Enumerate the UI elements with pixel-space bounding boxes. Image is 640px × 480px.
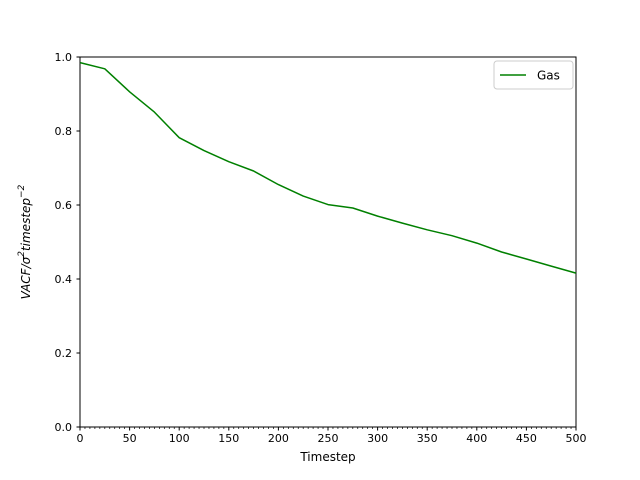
x-minor-ticks bbox=[84, 427, 572, 429]
x-tick-label: 400 bbox=[466, 432, 487, 445]
y-tick-labels: 0.0 0.2 0.4 0.6 0.8 1.0 bbox=[55, 51, 73, 434]
legend-entry-gas: Gas bbox=[537, 69, 560, 83]
y-axis-label-part: timestep bbox=[19, 198, 33, 251]
y-axis-label-part: VACF/σ bbox=[19, 256, 33, 299]
y-tick-label: 0.2 bbox=[55, 347, 73, 360]
gas-series-line bbox=[79, 61, 577, 274]
x-tick-label: 150 bbox=[218, 432, 239, 445]
x-tick-label: 350 bbox=[417, 432, 438, 445]
y-tick-label: 0.4 bbox=[55, 273, 73, 286]
x-axis-label: Timestep bbox=[299, 450, 355, 464]
x-tick-label: 200 bbox=[268, 432, 289, 445]
y-axis-label-superscript: 2 bbox=[17, 251, 27, 257]
legend-box bbox=[493, 60, 574, 90]
y-tick-label: 0.6 bbox=[55, 199, 73, 212]
y-tick-label: 1.0 bbox=[55, 51, 73, 64]
x-tick-label: 300 bbox=[367, 432, 388, 445]
x-tick-label: 50 bbox=[123, 432, 137, 445]
y-major-ticks bbox=[76, 56, 80, 428]
x-major-ticks bbox=[79, 427, 577, 431]
x-tick-label: 0 bbox=[77, 432, 84, 445]
x-tick-label: 500 bbox=[566, 432, 587, 445]
y-tick-label: 0.8 bbox=[55, 125, 73, 138]
x-tick-label: 100 bbox=[169, 432, 190, 445]
y-tick-label: 0.0 bbox=[55, 421, 73, 434]
x-tick-label: 250 bbox=[318, 432, 339, 445]
y-axis-label: VACF/σ2timestep−2 bbox=[17, 184, 33, 299]
legend: Gas bbox=[493, 60, 574, 90]
y-axis-label-superscript: −2 bbox=[17, 184, 27, 198]
x-tick-labels: 0 50 100 150 200 250 300 350 400 450 500 bbox=[77, 432, 587, 445]
x-tick-label: 450 bbox=[516, 432, 537, 445]
